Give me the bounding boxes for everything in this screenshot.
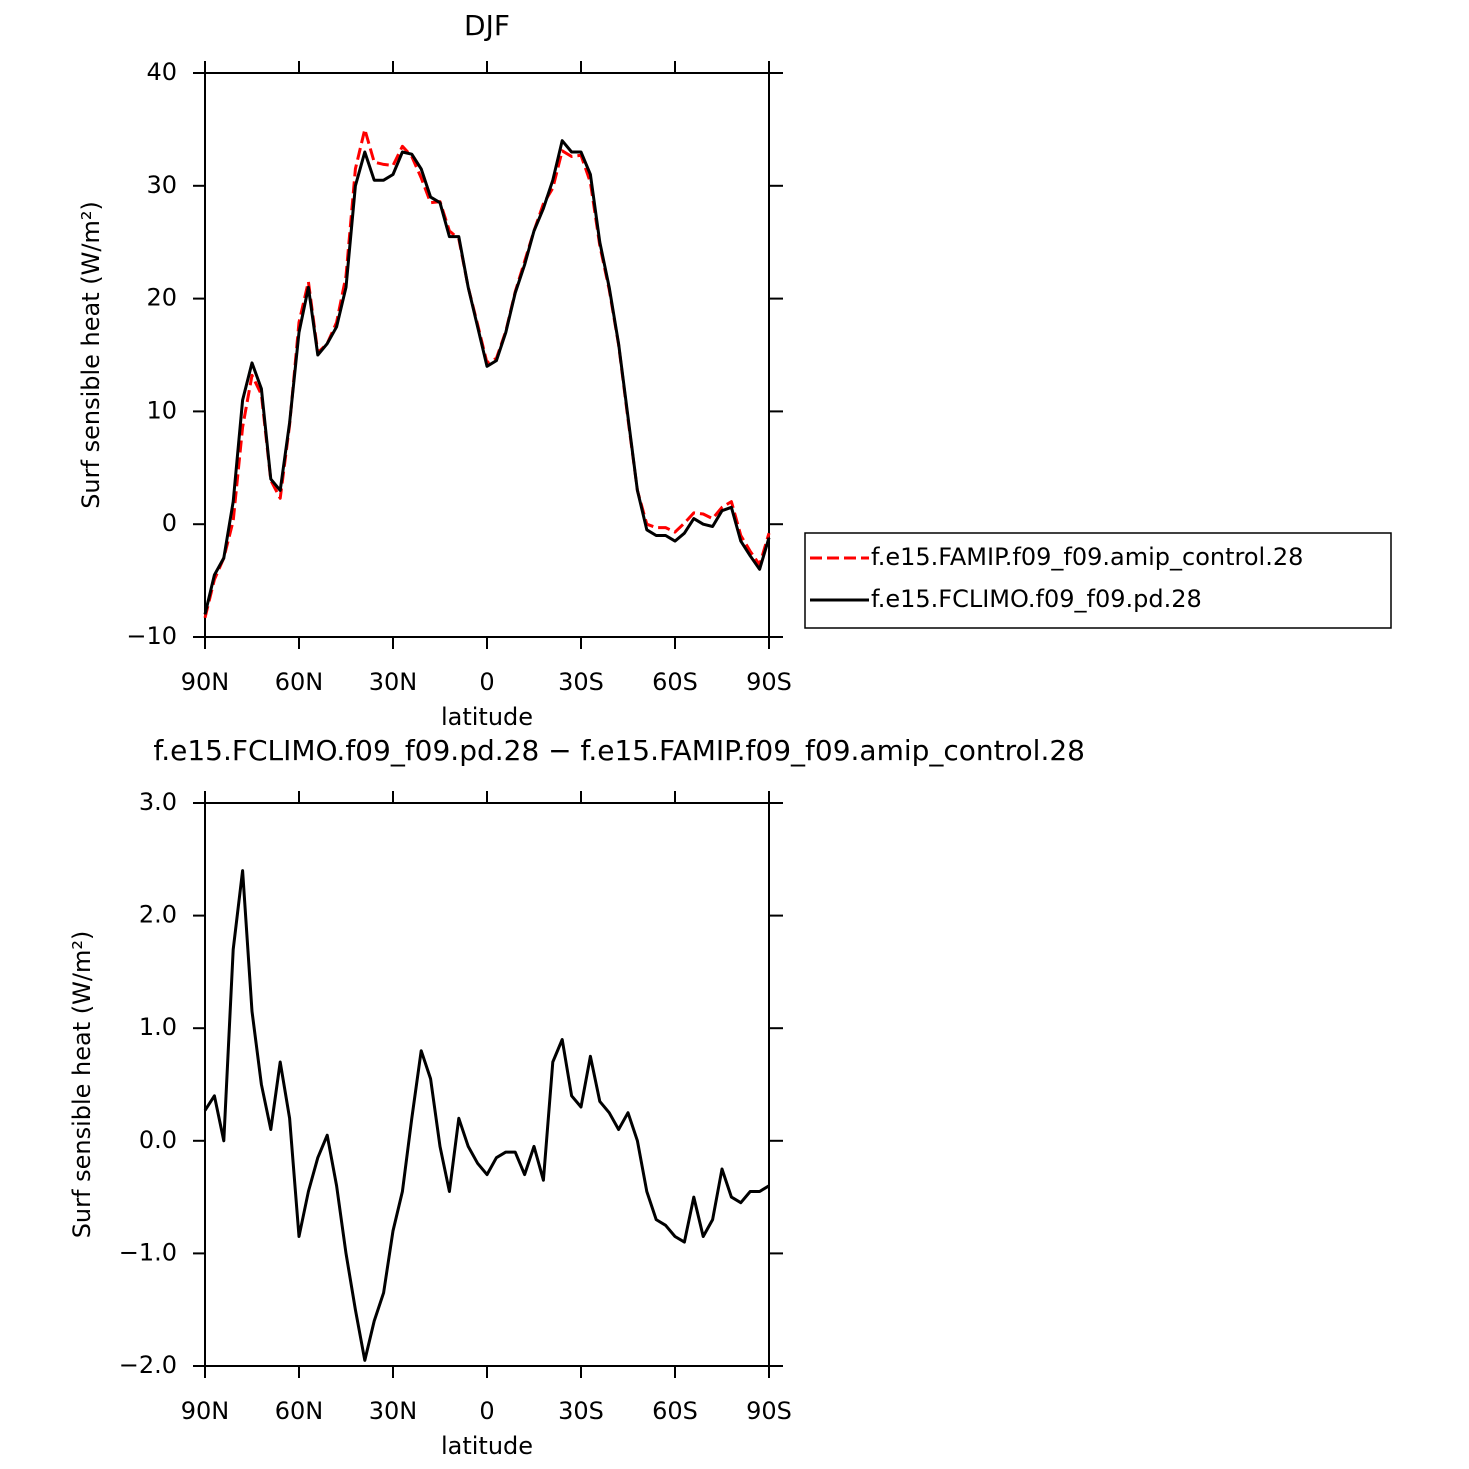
legend-label: f.e15.FAMIP.f09_f09.amip_control.28 (871, 543, 1303, 571)
x-tick-label: 30S (558, 668, 604, 696)
chart-title: DJF (464, 9, 510, 42)
x-tick-label: 60N (275, 1397, 324, 1425)
x-tick-label: 90N (181, 1397, 230, 1425)
y-tick-label: 0 (162, 509, 177, 537)
y-tick-label: −10 (126, 622, 177, 650)
x-axis-label: latitude (441, 703, 533, 731)
y-tick-label: 1.0 (139, 1013, 177, 1041)
x-tick-label: 0 (479, 668, 494, 696)
x-tick-label: 90N (181, 668, 230, 696)
x-tick-label: 30N (369, 1397, 418, 1425)
plot-frame (204, 72, 770, 638)
y-tick-label: 20 (146, 284, 177, 312)
plot-frame (204, 802, 770, 1367)
y-tick-label: 10 (146, 396, 177, 424)
x-tick-label: 60N (275, 668, 324, 696)
y-tick-label: −2.0 (119, 1351, 177, 1379)
y-tick-label: 30 (146, 171, 177, 199)
y-axis-label: Surf sensible heat (W/m²) (77, 201, 105, 509)
y-tick-label: 3.0 (139, 788, 177, 816)
legend-box (804, 532, 1392, 629)
y-tick-label: 0.0 (139, 1126, 177, 1154)
chart-title: f.e15.FCLIMO.f09_f09.pd.28 − f.e15.FAMIP… (153, 734, 1085, 767)
x-axis-label: latitude (441, 1432, 533, 1460)
x-tick-label: 30N (369, 668, 418, 696)
y-axis-label: Surf sensible heat (W/m²) (68, 931, 96, 1239)
y-tick-label: 40 (146, 58, 177, 86)
data-line (203, 139, 771, 615)
x-tick-label: 90S (746, 668, 792, 696)
x-tick-label: 90S (746, 1397, 792, 1425)
legend-label: f.e15.FCLIMO.f09_f09.pd.28 (871, 585, 1202, 613)
y-tick-label: 2.0 (139, 901, 177, 929)
x-tick-label: 30S (558, 1397, 604, 1425)
x-tick-label: 60S (652, 668, 698, 696)
data-line (203, 869, 770, 1362)
y-tick-label: −1.0 (119, 1238, 177, 1266)
data-line (203, 127, 771, 619)
x-tick-label: 60S (652, 1397, 698, 1425)
x-tick-label: 0 (479, 1397, 494, 1425)
